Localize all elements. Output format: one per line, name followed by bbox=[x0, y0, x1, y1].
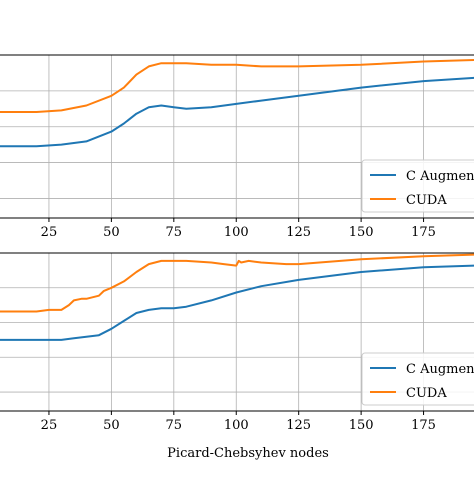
x-tick-label: 150 bbox=[349, 418, 374, 433]
x-tick-label: 50 bbox=[103, 225, 120, 240]
x-tick-label: 100 bbox=[224, 225, 249, 240]
series-line-c-augmented bbox=[0, 264, 474, 341]
axes-frame bbox=[0, 252, 474, 412]
axes-frame bbox=[0, 54, 474, 219]
x-tick-label: 175 bbox=[411, 418, 436, 433]
x-tick-label: 125 bbox=[286, 225, 311, 240]
x-tick-label: 25 bbox=[41, 418, 58, 433]
chart-panel-2: 25 50 75 100 125 150 175 C Augmented CUDA bbox=[0, 252, 474, 433]
legend: C Augmented CUDA bbox=[361, 352, 474, 406]
series-line-cuda bbox=[0, 253, 474, 313]
x-tick-label: 75 bbox=[166, 418, 183, 433]
x-tick-label: 100 bbox=[224, 418, 249, 433]
legend: C Augmented CUDA bbox=[361, 159, 474, 213]
x-tick-label: 75 bbox=[166, 225, 183, 240]
series-line-c-augmented bbox=[0, 76, 474, 148]
x-tick-label: 175 bbox=[411, 225, 436, 240]
x-tick-label: 125 bbox=[286, 418, 311, 433]
x-axis-label: Picard-Chebsyhev nodes bbox=[167, 446, 329, 461]
x-tick-label: 150 bbox=[349, 225, 374, 240]
x-tick-label: 25 bbox=[41, 225, 58, 240]
legend-label: C Augmented bbox=[406, 169, 474, 184]
x-tick-label: 50 bbox=[103, 418, 120, 433]
series-line-cuda bbox=[0, 58, 474, 113]
legend-label: CUDA bbox=[406, 386, 447, 401]
chart-panel-1: 25 50 75 100 125 150 175 C Augmented CUDA bbox=[0, 54, 474, 240]
legend-label: CUDA bbox=[406, 193, 447, 208]
legend-label: C Augmented bbox=[406, 362, 474, 377]
